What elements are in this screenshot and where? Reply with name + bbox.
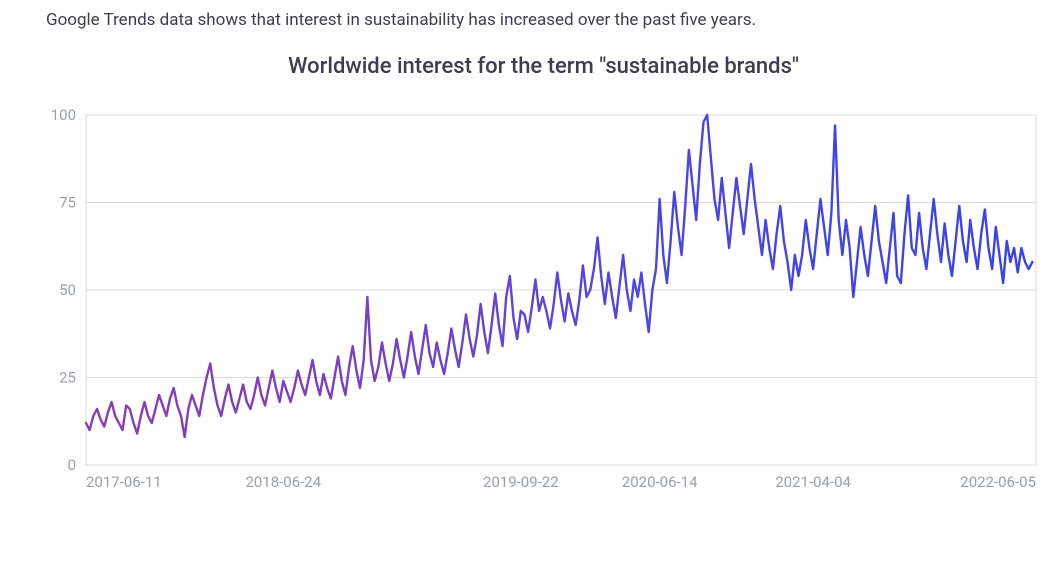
line-chart: 0 25 50 75 100 2017-06-11 2018-06-24 2019-09-22…: [46, 105, 1042, 505]
page-root: Google Trends data shows that interest i…: [0, 0, 1061, 578]
intro-text: Google Trends data shows that interest i…: [46, 10, 1041, 30]
x-tick-label: 2017-06-11: [86, 473, 162, 491]
grid: [86, 115, 1036, 465]
x-tick-label: 2019-09-22: [483, 473, 559, 491]
series-line: [86, 115, 1032, 437]
x-tick-label: 2022-06-05: [960, 473, 1036, 491]
y-tick-label: 0: [68, 456, 76, 474]
y-tick-label: 75: [59, 194, 76, 212]
x-tick-label: 2020-06-14: [622, 473, 698, 491]
y-tick-label: 50: [59, 281, 76, 299]
chart-title: Worldwide interest for the term "sustain…: [46, 54, 1041, 79]
y-tick-label: 100: [51, 106, 76, 124]
y-tick-label: 25: [59, 369, 76, 387]
x-tick-label: 2018-06-24: [245, 473, 321, 491]
chart-container: 0 25 50 75 100 2017-06-11 2018-06-24 2019-09-22…: [46, 105, 1042, 505]
x-tick-label: 2021-04-04: [775, 473, 851, 491]
